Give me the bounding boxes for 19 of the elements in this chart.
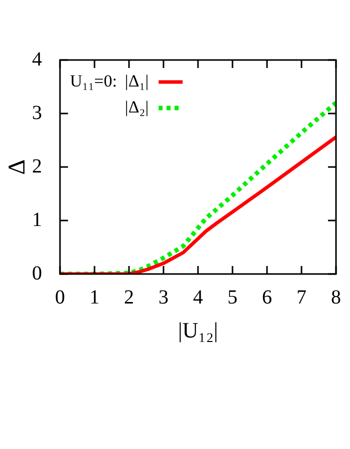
x-tick-label: 5 xyxy=(228,286,238,308)
y-tick-label: 0 xyxy=(32,262,42,284)
legend-label: |Δ₁| xyxy=(124,71,149,90)
x-tick-label: 8 xyxy=(331,286,341,308)
legend-title: U₁₁=0: xyxy=(70,71,117,90)
x-tick-label: 1 xyxy=(90,286,100,308)
x-tick-label: 4 xyxy=(193,286,203,308)
y-tick-label: 2 xyxy=(32,155,42,178)
y-axis-title: Δ xyxy=(4,159,31,175)
x-axis-title: |U₁₂| xyxy=(178,318,218,343)
x-tick-label: 0 xyxy=(55,286,65,308)
x-tick-label: 7 xyxy=(296,286,306,308)
y-tick-label: 1 xyxy=(32,208,42,231)
x-tick-label: 2 xyxy=(124,286,134,308)
y-tick-label: 3 xyxy=(32,102,42,124)
x-tick-label: 6 xyxy=(262,286,272,308)
legend-label: |Δ₂| xyxy=(124,97,149,116)
x-tick-label: 3 xyxy=(158,286,168,308)
y-tick-label: 4 xyxy=(32,48,42,70)
